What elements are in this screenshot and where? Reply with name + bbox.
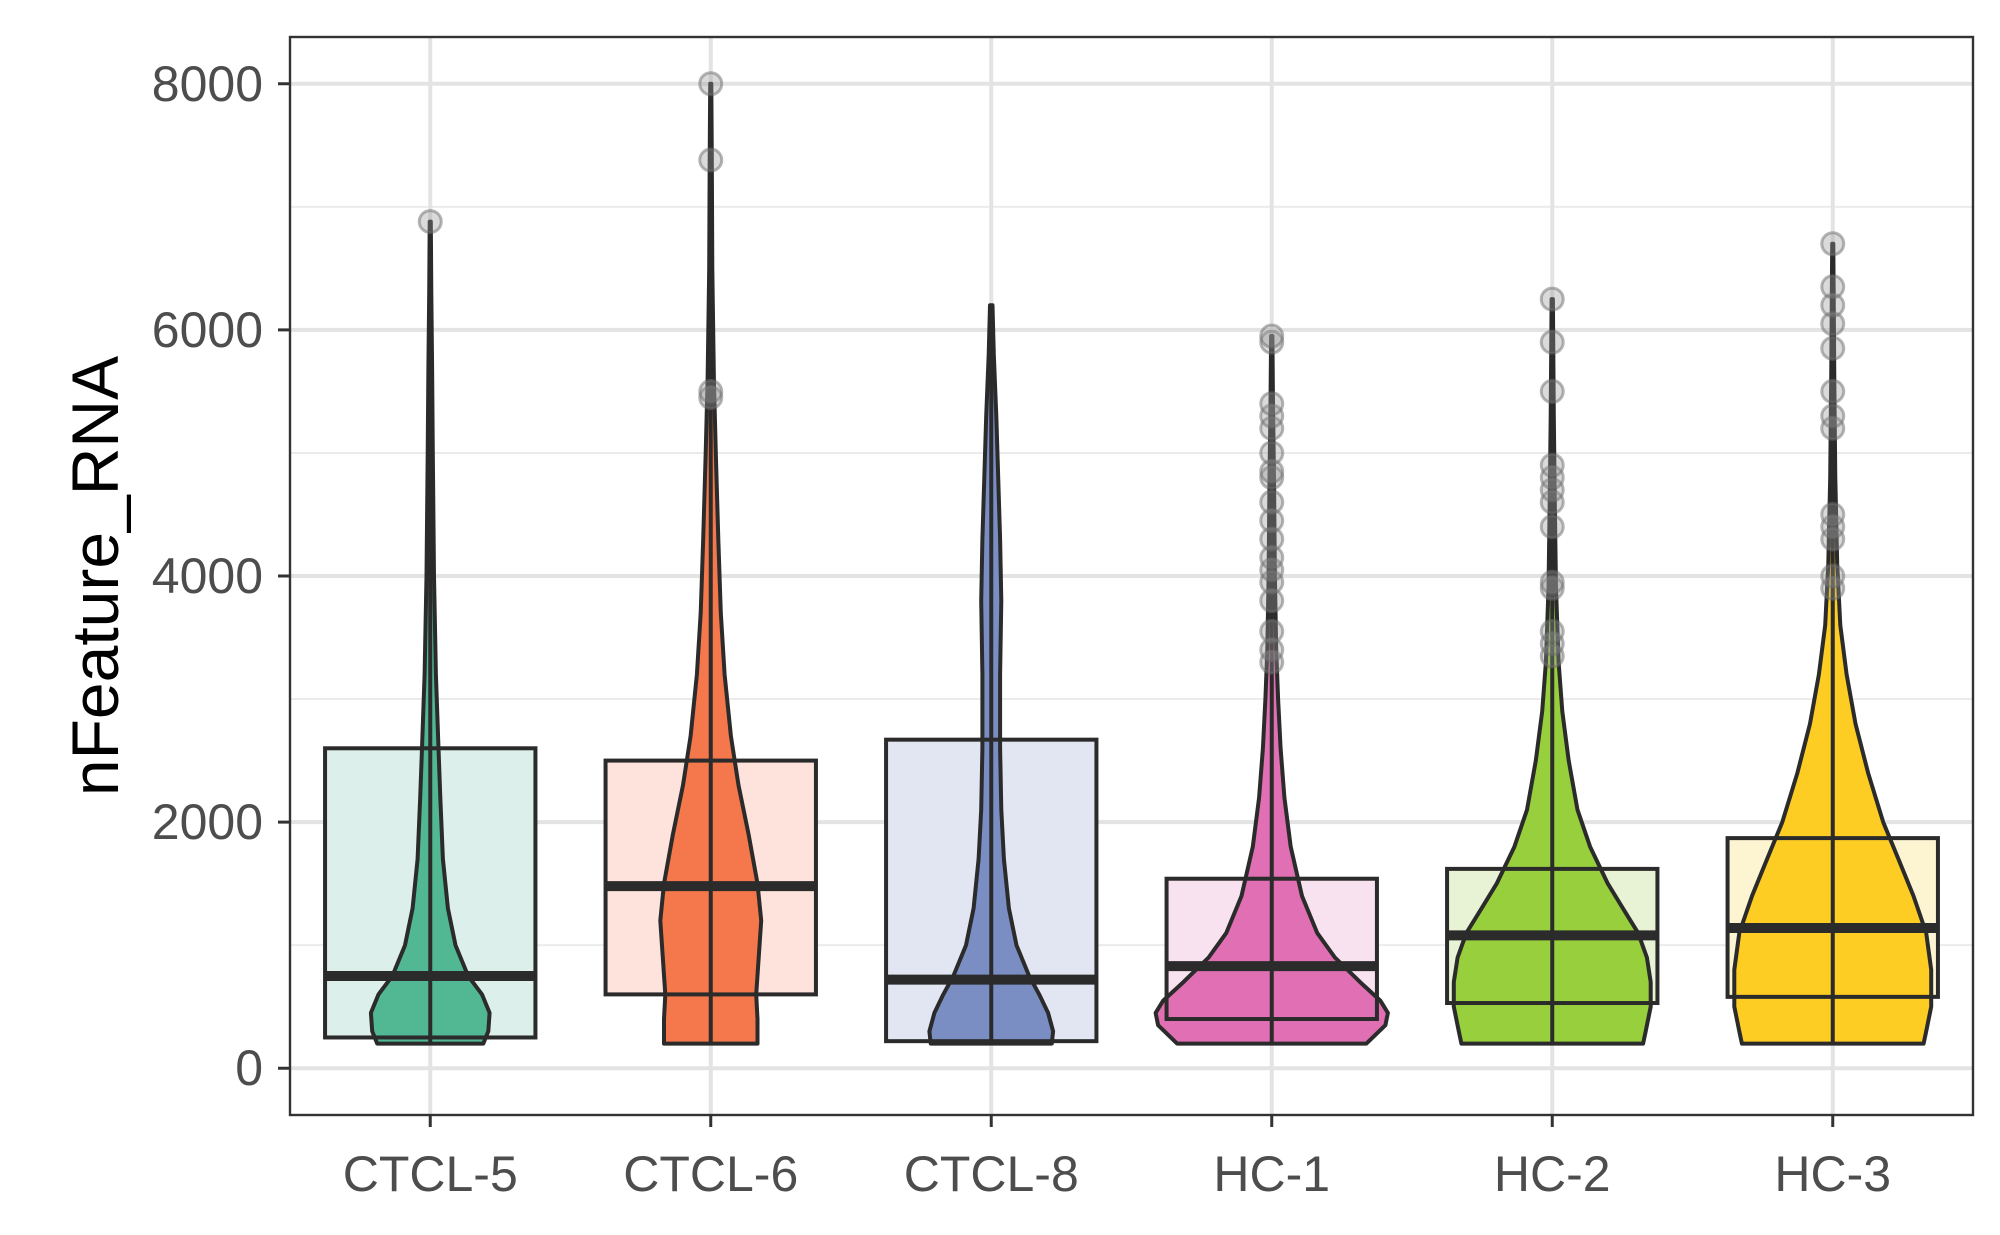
outlier-point [1820, 378, 1846, 404]
y-axis: 0 2000 4000 6000 8000 [152, 56, 290, 1096]
box-outline [603, 758, 818, 997]
box-outline [1164, 876, 1379, 1022]
outlier-point [1820, 403, 1846, 429]
outlier-point [1259, 465, 1285, 491]
box-outline [323, 746, 538, 1040]
x-tick-label: CTCL-6 [623, 1146, 798, 1202]
group-hc-1 [1153, 323, 1390, 1046]
outlier-point [1259, 323, 1285, 349]
x-tick-label: CTCL-5 [343, 1146, 518, 1202]
group-ctcl-8 [884, 303, 1099, 1046]
x-axis: CTCL-5 CTCL-6 CTCL-8 HC-1 HC-2 HC-3 [343, 1115, 1891, 1202]
outlier-point [1259, 588, 1285, 614]
x-tick-label: HC-1 [1213, 1146, 1330, 1202]
outlier-point [1259, 440, 1285, 466]
group-hc-3 [1725, 231, 1940, 1046]
outlier-point [1259, 526, 1285, 552]
group-ctcl-6 [603, 71, 818, 1046]
outlier-point [1539, 618, 1565, 644]
outlier-point [1259, 458, 1285, 484]
y-tick-label: 2000 [152, 794, 263, 850]
group-ctcl-5 [323, 209, 538, 1046]
y-axis-title: nFeature_RNA [58, 356, 132, 796]
chart-marks [323, 71, 1940, 1046]
x-tick-label: CTCL-8 [904, 1146, 1079, 1202]
outlier-point [1259, 618, 1285, 644]
y-tick-label: 4000 [152, 548, 263, 604]
outlier-point [1820, 335, 1846, 361]
y-tick-label: 6000 [152, 302, 263, 358]
outlier-point [1820, 501, 1846, 527]
x-tick-label: HC-3 [1774, 1146, 1891, 1202]
outlier-point [1539, 329, 1565, 355]
outlier-point [417, 209, 443, 235]
outlier-point [1259, 329, 1285, 355]
outlier-point [698, 378, 724, 404]
group-hc-2 [1445, 286, 1660, 1046]
outlier-point [1539, 514, 1565, 540]
minor-gridlines [290, 205, 1973, 947]
outlier-point [1820, 311, 1846, 337]
outlier-point [1539, 378, 1565, 404]
outlier-point [1539, 286, 1565, 312]
outlier-point [1259, 545, 1285, 571]
x-tick-label: HC-2 [1494, 1146, 1611, 1202]
outlier-point [1259, 637, 1285, 663]
plot-area [288, 35, 1975, 1117]
outlier-point [1259, 508, 1285, 534]
outlier-point [1820, 563, 1846, 589]
box-outline [1725, 836, 1940, 999]
outlier-point [1539, 452, 1565, 478]
outlier-point [698, 147, 724, 173]
outlier-point [1539, 575, 1565, 601]
y-tick-label: 0 [235, 1040, 263, 1096]
outlier-point [1259, 489, 1285, 515]
outlier-point [698, 71, 724, 97]
box-outline [884, 737, 1099, 1044]
outlier-point [1820, 231, 1846, 257]
outlier-point [1539, 569, 1565, 595]
outlier-point [1820, 274, 1846, 300]
y-tick-label: 8000 [152, 56, 263, 112]
outlier-point [698, 385, 724, 411]
outlier-point [1820, 292, 1846, 318]
outlier-point [1259, 391, 1285, 417]
